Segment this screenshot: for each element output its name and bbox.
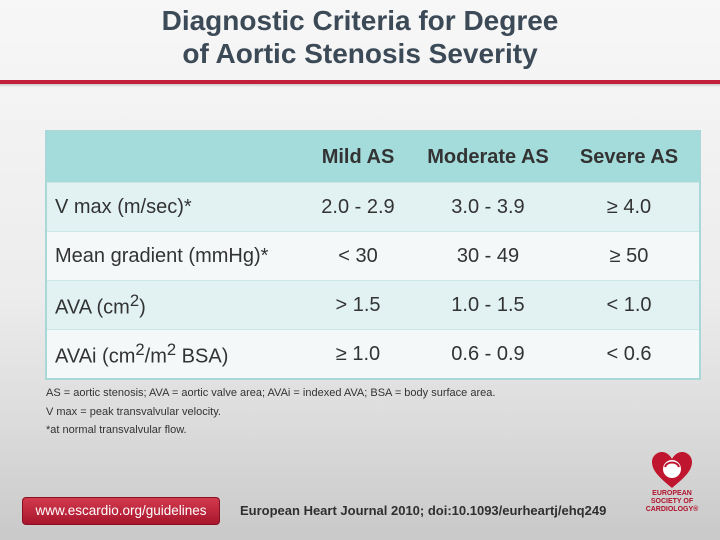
title-line-1: Diagnostic Criteria for Degree xyxy=(161,5,559,36)
esc-logo-text: EUROPEAN SOCIETY OF CARDIOLOGY® xyxy=(645,490,699,513)
title-divider xyxy=(0,80,720,84)
title-line-2: of Aortic Stenosis Severity xyxy=(182,38,538,69)
cell-severe: ≥ 4.0 xyxy=(559,182,699,232)
slide-title: Diagnostic Criteria for Degree of Aortic… xyxy=(0,4,720,70)
table-row: V max (m/sec)* 2.0 - 2.9 3.0 - 3.9 ≥ 4.0 xyxy=(47,182,699,232)
footnote-flow: *at normal transvalvular flow. xyxy=(46,424,187,436)
table-row: Mean gradient (mmHg)* < 30 30 - 49 ≥ 50 xyxy=(47,231,699,281)
criteria-table: Mild AS Moderate AS Severe AS V max (m/s… xyxy=(45,130,701,380)
cell-moderate: 0.6 - 0.9 xyxy=(417,329,559,378)
row-label: Mean gradient (mmHg)* xyxy=(47,231,299,281)
cell-moderate: 1.0 - 1.5 xyxy=(417,280,559,330)
header-mild: Mild AS xyxy=(299,132,417,183)
cell-mild: < 30 xyxy=(299,231,417,281)
table-row: AVA (cm2) > 1.5 1.0 - 1.5 < 1.0 xyxy=(47,280,699,330)
header-severe: Severe AS xyxy=(559,132,699,183)
row-label: AVA (cm2) xyxy=(47,280,299,330)
guidelines-link[interactable]: www.escardio.org/guidelines xyxy=(22,497,220,525)
row-label: AVAi (cm2/m2 BSA) xyxy=(47,329,299,378)
cell-severe: < 1.0 xyxy=(559,280,699,330)
table-row: AVAi (cm2/m2 BSA) ≥ 1.0 0.6 - 0.9 < 0.6 xyxy=(47,329,699,378)
journal-reference: European Heart Journal 2010; doi:10.1093… xyxy=(240,503,607,518)
footnote-vmax: V max = peak transvalvular velocity. xyxy=(46,405,221,418)
table-header-row: Mild AS Moderate AS Severe AS xyxy=(47,132,699,183)
esc-logo: EUROPEAN SOCIETY OF CARDIOLOGY® xyxy=(636,450,708,536)
cell-severe: < 0.6 xyxy=(559,329,699,378)
cell-severe: ≥ 50 xyxy=(559,231,699,281)
title-divider-shadow xyxy=(0,84,720,87)
heart-logo-icon xyxy=(652,452,692,488)
cell-mild: 2.0 - 2.9 xyxy=(299,182,417,232)
row-label: V max (m/sec)* xyxy=(47,182,299,232)
cell-moderate: 30 - 49 xyxy=(417,231,559,281)
header-blank xyxy=(47,132,299,183)
header-moderate: Moderate AS xyxy=(417,132,559,183)
footnotes: AS = aortic stenosis; AVA = aortic valve… xyxy=(46,384,495,440)
footnote-abbreviations: AS = aortic stenosis; AVA = aortic valve… xyxy=(46,387,496,399)
cell-mild: > 1.5 xyxy=(299,280,417,330)
cell-mild: ≥ 1.0 xyxy=(299,329,417,378)
cell-moderate: 3.0 - 3.9 xyxy=(417,182,559,232)
